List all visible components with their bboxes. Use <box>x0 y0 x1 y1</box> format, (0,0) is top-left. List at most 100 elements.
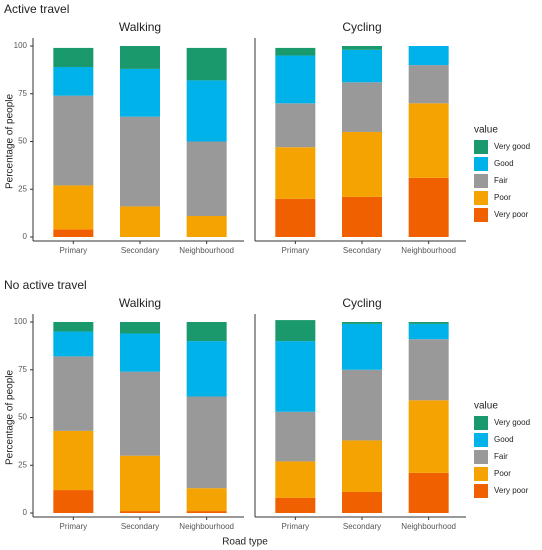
legend-label: Poor <box>494 193 511 202</box>
panel-title: No active travel <box>4 278 87 292</box>
bar-segment <box>342 46 382 50</box>
bar-segment <box>53 185 94 230</box>
bar-segment <box>275 497 316 513</box>
legend-label: Good <box>494 159 514 168</box>
x-tick-label: Neighbourhood <box>179 246 234 255</box>
bar-segment <box>342 82 382 132</box>
bar-segment <box>408 322 449 324</box>
bar-segment <box>408 177 449 237</box>
bar-segment <box>275 341 316 412</box>
bar-segment <box>408 103 449 178</box>
legend-label: Fair <box>494 176 508 185</box>
bar-segment <box>342 49 382 83</box>
legend-label: Very good <box>494 142 530 151</box>
bar-segment <box>186 322 227 342</box>
bar-segment <box>53 322 94 332</box>
legend-swatch <box>474 140 488 154</box>
bar-segment <box>186 511 227 513</box>
legend-swatch <box>474 484 488 498</box>
bar-segment <box>120 322 160 334</box>
legend-swatch <box>474 208 488 222</box>
x-tick-label: Neighbourhood <box>401 246 456 255</box>
bar-segment <box>120 206 160 237</box>
bar-segment <box>408 65 449 104</box>
bar-segment <box>342 131 382 197</box>
bar-segment <box>342 491 382 513</box>
bar-segment <box>120 46 160 69</box>
legend-label: Good <box>494 435 514 444</box>
bar-segment <box>120 455 160 512</box>
y-tick-label: 75 <box>18 89 27 98</box>
bar-segment <box>53 331 94 357</box>
bar-segment <box>342 322 382 324</box>
legend-label: Poor <box>494 469 511 478</box>
bar-segment <box>53 356 94 431</box>
bar-segment <box>186 141 227 216</box>
facet-title: Walking <box>119 20 161 34</box>
bar-segment <box>275 47 316 56</box>
legend-swatch <box>474 191 488 205</box>
bar-segment <box>120 116 160 207</box>
legend-title: value <box>474 401 498 412</box>
legend-swatch <box>474 450 488 464</box>
bar-segment <box>342 196 382 237</box>
legend-title: value <box>474 125 498 136</box>
bar-segment <box>186 215 227 237</box>
legend-label: Very poor <box>494 486 529 495</box>
bar-segment <box>186 47 227 81</box>
x-tick-label: Primary <box>282 246 310 255</box>
y-tick-label: 25 <box>18 184 27 193</box>
bar-segment <box>186 80 227 142</box>
bar-segment <box>120 333 160 372</box>
bar-segment <box>275 411 316 462</box>
y-tick-label: 50 <box>18 137 27 146</box>
bar-segment <box>53 95 94 186</box>
x-tick-label: Primary <box>60 522 88 531</box>
y-tick-label: 50 <box>18 413 27 422</box>
x-tick-label: Secondary <box>121 246 159 255</box>
bar-segment <box>275 198 316 237</box>
facet-title: Cycling <box>342 20 381 34</box>
bar-segment <box>275 55 316 104</box>
legend-swatch <box>474 433 488 447</box>
bar-segment <box>275 320 316 342</box>
legend-swatch <box>474 467 488 481</box>
bar-segment <box>275 103 316 148</box>
facet-title: Cycling <box>342 296 381 310</box>
bar-segment <box>408 472 449 513</box>
bar-segment <box>53 229 94 237</box>
bar-segment <box>120 68 160 117</box>
bar-segment <box>186 396 227 489</box>
y-axis-title: Percentage of people <box>5 370 16 466</box>
bar-segment <box>120 371 160 456</box>
y-axis-title: Percentage of people <box>5 94 16 190</box>
bar-segment <box>342 323 382 370</box>
x-tick-label: Neighbourhood <box>401 522 456 531</box>
legend-swatch <box>474 174 488 188</box>
legend-swatch <box>474 416 488 430</box>
y-tick-label: 25 <box>18 460 27 469</box>
bar-segment <box>53 430 94 491</box>
y-tick-label: 75 <box>18 365 27 374</box>
bar-segment <box>53 490 94 513</box>
bar-segment <box>186 488 227 512</box>
legend-label: Very good <box>494 418 530 427</box>
bar-segment <box>53 47 94 68</box>
x-tick-label: Secondary <box>343 522 381 531</box>
legend-label: Very poor <box>494 210 529 219</box>
bar-segment <box>342 440 382 492</box>
legend-swatch <box>474 157 488 171</box>
facet-title: Walking <box>119 296 161 310</box>
bar-segment <box>408 339 449 401</box>
bar-segment <box>342 369 382 441</box>
bar-segment <box>408 400 449 473</box>
bar-segment <box>408 323 449 340</box>
x-tick-label: Secondary <box>343 246 381 255</box>
bar-segment <box>275 147 316 199</box>
y-tick-label: 0 <box>23 232 28 241</box>
x-axis-title: Road type <box>222 537 268 548</box>
y-tick-label: 100 <box>14 317 28 326</box>
bar-segment <box>120 511 160 513</box>
bar-segment <box>275 461 316 498</box>
